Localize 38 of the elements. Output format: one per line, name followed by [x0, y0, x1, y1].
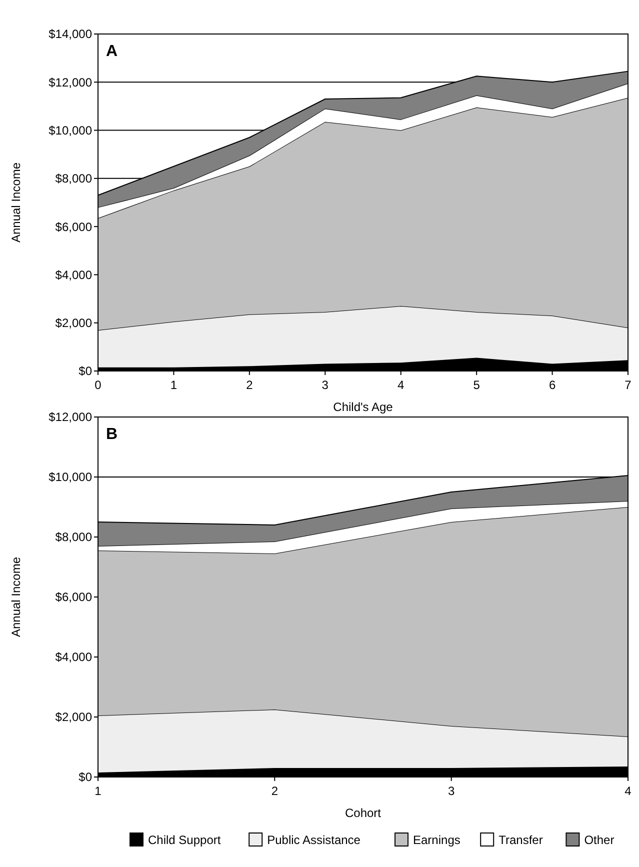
x-tick-label: 2 — [271, 784, 278, 798]
x-axis-title: Cohort — [344, 806, 382, 820]
y-tick-label: $8,000 — [55, 172, 92, 186]
x-tick-label: 0 — [94, 378, 102, 392]
y-tick-label: $0 — [78, 770, 92, 784]
legend-label: Transfer — [498, 833, 543, 847]
y-axis-title: Annual Income — [9, 162, 23, 243]
y-tick-label: $8,000 — [55, 530, 92, 544]
x-tick-label: 2 — [246, 378, 254, 392]
x-tick-label: 4 — [398, 378, 405, 392]
y-tick-label: $12,000 — [48, 75, 92, 90]
y-axis-title: Annual Income — [9, 556, 23, 638]
y-tick-label: $12,000 — [48, 410, 92, 424]
x-tick-label: 3 — [322, 378, 329, 392]
x-tick-label: 7 — [624, 378, 632, 392]
x-tick-label: 6 — [548, 378, 556, 392]
y-tick-label: $6,000 — [55, 590, 92, 604]
y-tick-label: $10,000 — [48, 470, 92, 484]
legend-label: Other — [584, 833, 614, 847]
x-tick-label: 1 — [170, 378, 178, 392]
y-tick-label: $0 — [78, 364, 92, 378]
y-tick-label: $6,000 — [55, 220, 92, 234]
y-tick-label: $10,000 — [48, 123, 92, 138]
legend-label: Earnings — [413, 833, 460, 847]
legend-label: Child Support — [148, 833, 222, 847]
x-tick-label: 1 — [94, 784, 102, 798]
x-axis-title: Child's Age — [333, 400, 394, 414]
x-tick-label: 5 — [473, 378, 480, 392]
x-tick-label: 3 — [448, 784, 455, 798]
y-tick-label: $14,000 — [48, 27, 92, 42]
y-tick-label: $2,000 — [55, 710, 92, 724]
text: A — [106, 43, 118, 60]
x-tick-label: 4 — [624, 784, 632, 798]
legend-label: Public Assistance — [267, 833, 361, 847]
y-tick-label: $2,000 — [55, 316, 92, 330]
y-tick-label: $4,000 — [55, 268, 92, 282]
text: B — [106, 426, 118, 443]
y-tick-label: $4,000 — [55, 650, 92, 664]
